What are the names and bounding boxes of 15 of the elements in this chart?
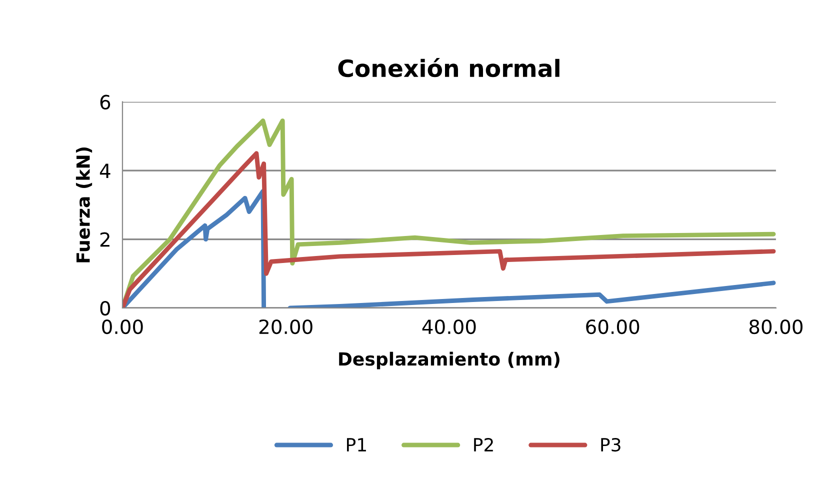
y-tick-label: 2 [100, 232, 110, 247]
legend-label: P3 [601, 438, 620, 452]
x-tick-label: 40.00 [422, 319, 476, 334]
y-tick-label: 0 [100, 300, 110, 316]
y-axis-title: Fuerza (kN) [76, 147, 92, 262]
x-tick-label: 80.00 [749, 319, 803, 334]
legend-label: P1 [347, 438, 366, 452]
y-tick-label: 6 [100, 94, 110, 110]
chart-title: Conexión normal [338, 58, 560, 78]
x-tick-label: 60.00 [586, 319, 640, 334]
y-tick-label: 4 [100, 164, 110, 178]
x-tick-label: 20.00 [259, 319, 312, 334]
legend-label: P2 [474, 438, 493, 452]
x-tick-label: 0.00 [102, 319, 143, 334]
x-axis-title: Desplazamiento (mm) [339, 352, 560, 370]
